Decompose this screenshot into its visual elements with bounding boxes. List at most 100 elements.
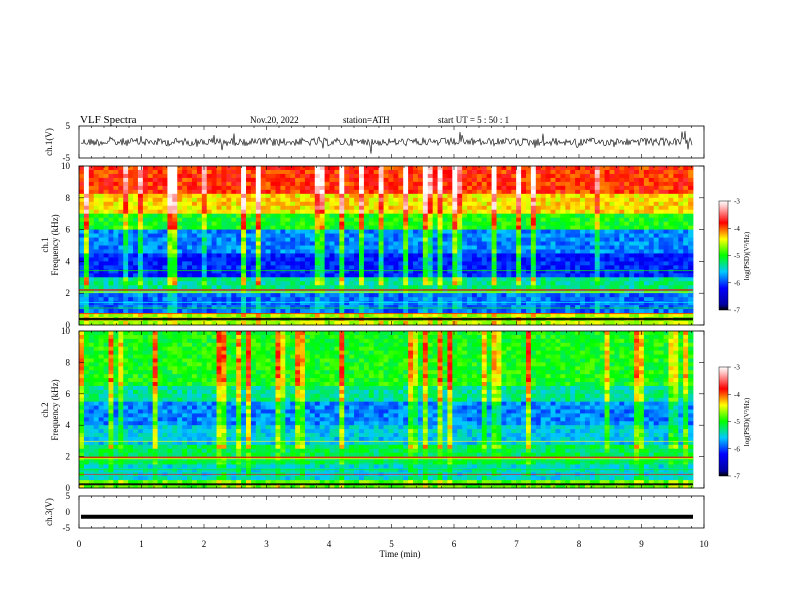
spectrogram-cell	[501, 313, 507, 318]
spectrogram-cell	[177, 181, 183, 187]
spectrogram-cell	[157, 233, 163, 238]
spectrogram-cell	[634, 285, 640, 290]
spectrogram-cell	[555, 237, 561, 242]
spectrogram-cell	[265, 181, 271, 187]
spectrogram-cell	[275, 209, 281, 215]
spectrogram-cell	[319, 229, 325, 234]
spectrogram-cell	[629, 177, 635, 183]
spectrogram-cell	[108, 185, 114, 191]
spectrogram-cell	[250, 257, 257, 262]
spectrogram-cell	[560, 166, 566, 171]
spectrogram-cell	[580, 181, 586, 187]
spectrogram-cell	[388, 209, 394, 215]
spectrogram-cell	[609, 213, 615, 219]
spectrogram-cell	[614, 309, 620, 314]
spectrogram-cell	[388, 245, 394, 250]
ch1-ytick-bottom: -5	[63, 153, 71, 163]
spectrogram-cell	[580, 213, 586, 219]
spectrogram-cell	[88, 297, 95, 302]
spectrogram-cell	[619, 201, 625, 207]
spectrogram-cell	[496, 205, 502, 211]
spectrogram-cell	[614, 297, 620, 302]
spectrogram-cell	[673, 185, 679, 191]
spectrogram-cell	[614, 305, 620, 310]
spectrogram-cell	[629, 197, 635, 203]
spectrogram-cell	[196, 253, 203, 258]
spectrogram-cell	[265, 189, 271, 195]
spectrogram-cell	[550, 193, 556, 199]
spectrogram-cell	[481, 245, 488, 250]
spectrogram-cell	[133, 229, 139, 234]
spectrogram-cell	[354, 301, 360, 306]
spectrogram-cell	[187, 173, 193, 179]
spectrogram-cell	[250, 217, 257, 223]
spectrogram-cell	[280, 277, 286, 282]
spectrogram-cell	[88, 237, 95, 242]
spectrogram-cell	[108, 269, 114, 274]
spectrogram-cell	[462, 301, 468, 306]
spectrogram-cell	[398, 229, 404, 234]
spectrogram-cell	[565, 293, 571, 298]
spectrogram-cell	[678, 225, 684, 231]
spectrogram-cell	[236, 169, 242, 175]
spectrogram-cell	[530, 185, 537, 191]
spectrogram-cell	[118, 217, 124, 223]
spectrogram-cell	[594, 221, 601, 227]
spectrogram-cell	[491, 277, 497, 282]
spectrogram-cell	[98, 257, 104, 262]
spectrogram-cell	[648, 281, 655, 286]
spectrogram-cell	[393, 201, 399, 207]
spectrogram-cell	[324, 229, 330, 234]
spectrogram-cell	[118, 241, 124, 246]
spectrogram-cell	[496, 309, 502, 314]
spectrogram-cell	[260, 217, 267, 223]
spectrogram-cell	[604, 277, 610, 282]
spectrogram-cell	[550, 305, 556, 310]
spectrogram-cell	[516, 249, 522, 254]
spectrogram-cell	[236, 253, 242, 258]
spectrogram-cell	[211, 217, 217, 223]
spectrogram-cell	[300, 281, 306, 286]
spectrogram-cell	[481, 261, 488, 266]
spectrogram-cell	[309, 249, 316, 254]
spectrogram-cell	[363, 309, 370, 314]
spectrogram-cell	[83, 173, 90, 179]
spectrogram-cell	[280, 233, 286, 238]
spectrogram-cell	[206, 233, 213, 238]
spectrogram-cell	[393, 177, 399, 183]
spectrogram-cell	[609, 205, 615, 211]
spectrogram-cell	[501, 217, 507, 223]
spectrogram-cell	[447, 225, 453, 231]
spectrogram-cell	[103, 237, 109, 242]
spectrogram-cell	[584, 229, 591, 234]
spectrogram-cell	[221, 301, 227, 306]
spectrogram-cell	[643, 277, 650, 282]
spectrogram-cell	[216, 301, 222, 306]
spectrogram-cell	[570, 225, 576, 231]
spectrogram-cell	[275, 289, 281, 294]
spectrogram-cell	[629, 261, 635, 266]
spectrogram-cell	[496, 237, 502, 242]
spectrogram-cell	[295, 209, 301, 215]
spectrogram-cell	[525, 193, 532, 199]
spectrogram-cell	[476, 273, 483, 278]
spectrogram-cell	[403, 293, 409, 298]
spectrogram-cell	[201, 213, 208, 219]
spectrogram-cell	[521, 233, 527, 238]
spectrogram-cell	[521, 285, 527, 290]
spectrogram-cell	[525, 265, 532, 270]
spectrogram-cell	[133, 265, 139, 270]
spectrogram-cell	[663, 293, 669, 298]
spectrogram-cell	[309, 217, 316, 223]
spectrogram-cell	[363, 197, 370, 203]
spectrogram-cell	[358, 249, 365, 254]
spectrogram-cell	[88, 269, 95, 274]
spectrogram-cell	[540, 253, 547, 258]
spectrogram-cell	[403, 213, 409, 219]
spectrogram-cell	[413, 269, 419, 274]
spectrogram-cell	[378, 229, 384, 234]
spectrogram-cell	[619, 229, 625, 234]
spectrogram-cell	[339, 241, 345, 246]
spectrogram-cell	[314, 309, 321, 314]
spectrogram-cell	[668, 189, 674, 195]
